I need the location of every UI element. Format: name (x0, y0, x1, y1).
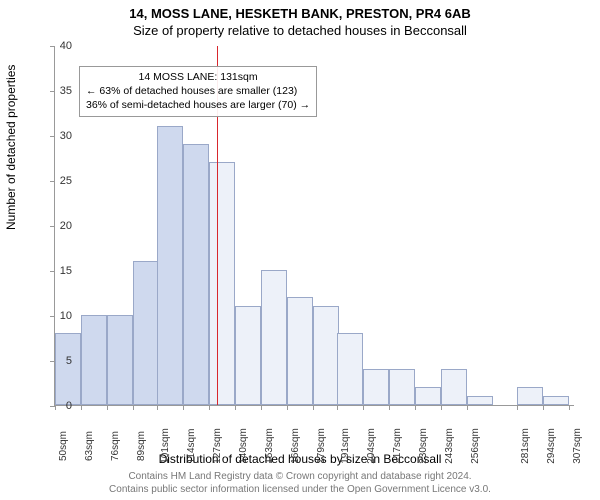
x-tick-label: 256sqm (470, 428, 481, 464)
y-tick (50, 316, 55, 317)
x-tick-label: 217sqm (392, 428, 403, 464)
histogram-bar (157, 126, 183, 405)
y-tick-label: 35 (60, 85, 72, 97)
attribution-line-1: Contains HM Land Registry data © Crown c… (0, 471, 600, 484)
x-tick-label: 230sqm (418, 428, 429, 464)
histogram-bar (467, 396, 493, 405)
x-tick (363, 405, 364, 410)
x-tick (389, 405, 390, 410)
x-tick (467, 405, 468, 410)
x-tick-label: 127sqm (212, 428, 223, 464)
x-tick-label: 166sqm (290, 428, 301, 464)
histogram-bar (107, 315, 133, 405)
x-tick (107, 405, 108, 410)
x-tick (81, 405, 82, 410)
x-tick (157, 405, 158, 410)
x-tick-label: 243sqm (444, 428, 455, 464)
x-tick-label: 140sqm (238, 428, 249, 464)
x-tick-label: 307sqm (572, 428, 583, 464)
attribution-text: Contains HM Land Registry data © Crown c… (0, 471, 600, 496)
chart-plot-area: 14 MOSS LANE: 131sqm ← 63% of detached h… (54, 46, 574, 406)
y-tick-label: 15 (60, 265, 72, 277)
x-tick (441, 405, 442, 410)
x-tick-label: 281sqm (520, 428, 531, 464)
x-tick-label: 89sqm (136, 431, 147, 461)
x-tick (133, 405, 134, 410)
y-tick-label: 20 (60, 220, 72, 232)
x-tick (209, 405, 210, 410)
x-tick (183, 405, 184, 410)
y-tick-label: 5 (66, 355, 72, 367)
x-tick (235, 405, 236, 410)
x-tick (517, 405, 518, 410)
histogram-bar (133, 261, 159, 405)
histogram-bar (543, 396, 569, 405)
histogram-bar (183, 144, 209, 405)
histogram-bar (363, 369, 389, 405)
x-tick-label: 294sqm (546, 428, 557, 464)
x-tick (55, 405, 56, 410)
histogram-bar (389, 369, 415, 405)
y-axis-label: Number of detached properties (4, 65, 18, 230)
x-tick-label: 63sqm (84, 431, 95, 461)
histogram-bar (441, 369, 467, 405)
annotation-line-2: ← 63% of detached houses are smaller (12… (86, 84, 310, 98)
y-tick (50, 136, 55, 137)
x-tick (415, 405, 416, 410)
x-tick (287, 405, 288, 410)
x-tick-label: 114sqm (186, 429, 197, 464)
histogram-bar (261, 270, 287, 405)
chart-title-sub: Size of property relative to detached ho… (0, 21, 600, 38)
y-tick (50, 271, 55, 272)
y-tick (50, 181, 55, 182)
annotation-line-3: 36% of semi-detached houses are larger (… (86, 98, 310, 112)
y-tick-label: 10 (60, 310, 72, 322)
histogram-bar (235, 306, 261, 405)
histogram-bar (415, 387, 441, 405)
x-tick (261, 405, 262, 410)
annotation-box: 14 MOSS LANE: 131sqm ← 63% of detached h… (79, 66, 317, 117)
x-tick-label: 191sqm (340, 428, 351, 464)
x-tick-label: 76sqm (110, 431, 121, 461)
y-tick-label: 30 (60, 130, 72, 142)
histogram-bar (313, 306, 339, 405)
x-tick (313, 405, 314, 410)
x-tick-label: 153sqm (264, 428, 275, 464)
y-tick (50, 46, 55, 47)
y-tick (50, 226, 55, 227)
histogram-bar (337, 333, 363, 405)
x-tick-label: 179sqm (316, 428, 327, 464)
x-tick (569, 405, 570, 410)
histogram-bar (81, 315, 107, 405)
x-tick (337, 405, 338, 410)
annotation-line-1: 14 MOSS LANE: 131sqm (86, 70, 310, 84)
y-tick (50, 91, 55, 92)
attribution-line-2: Contains public sector information licen… (0, 484, 600, 497)
histogram-bar (517, 387, 543, 405)
y-tick-label: 25 (60, 175, 72, 187)
y-tick-label: 0 (66, 400, 72, 412)
x-tick-label: 50sqm (58, 431, 69, 461)
y-tick-label: 40 (60, 40, 72, 52)
chart-title-main: 14, MOSS LANE, HESKETH BANK, PRESTON, PR… (0, 0, 600, 21)
x-tick (543, 405, 544, 410)
histogram-bar (287, 297, 313, 405)
x-tick-label: 204sqm (366, 428, 377, 464)
histogram-bar (55, 333, 81, 405)
x-tick-label: 101sqm (160, 428, 171, 464)
histogram-bar (209, 162, 235, 405)
